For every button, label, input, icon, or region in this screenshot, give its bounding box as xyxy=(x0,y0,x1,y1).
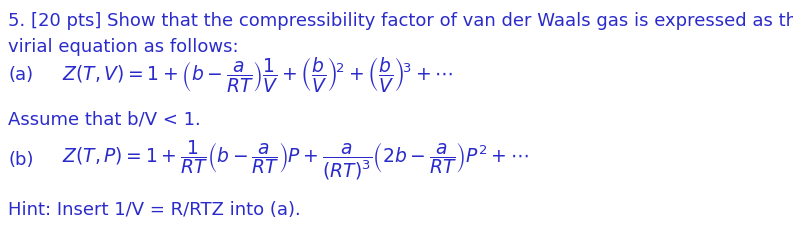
Text: (b): (b) xyxy=(8,151,33,169)
Text: Hint: Insert 1/V = R/RTZ into (a).: Hint: Insert 1/V = R/RTZ into (a). xyxy=(8,201,301,219)
Text: 5. [20 pts] Show that the compressibility factor of van der Waals gas is express: 5. [20 pts] Show that the compressibilit… xyxy=(8,12,793,30)
Text: virial equation as follows:: virial equation as follows: xyxy=(8,38,239,56)
Text: Assume that b/V < 1.: Assume that b/V < 1. xyxy=(8,111,201,129)
Text: $Z(T,V) = 1 + \left(b - \dfrac{a}{RT}\right)\dfrac{1}{V} + \left(\dfrac{b}{V}\ri: $Z(T,V) = 1 + \left(b - \dfrac{a}{RT}\ri… xyxy=(62,56,453,94)
Text: (a): (a) xyxy=(8,66,33,84)
Text: $Z(T,P) = 1 + \dfrac{1}{RT}\left(b - \dfrac{a}{RT}\right)P + \dfrac{a}{(RT)^{3}}: $Z(T,P) = 1 + \dfrac{1}{RT}\left(b - \df… xyxy=(62,138,529,182)
